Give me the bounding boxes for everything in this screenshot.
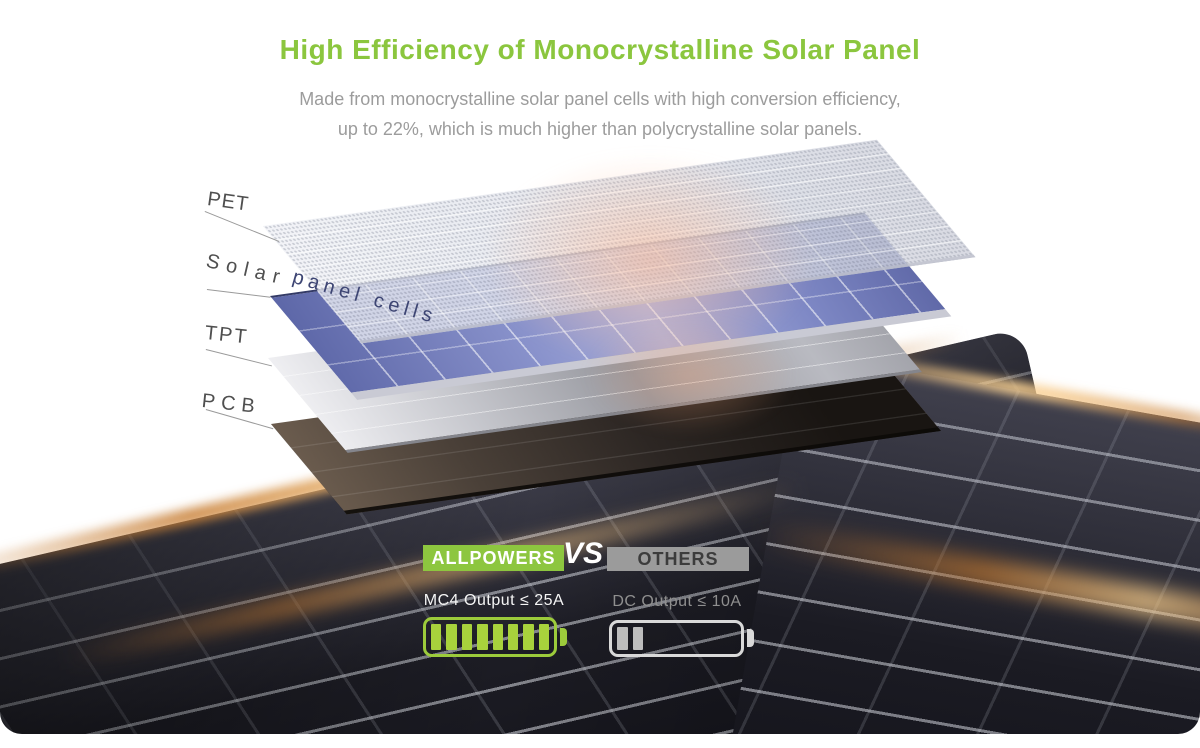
battery-level-icon-others (609, 620, 744, 657)
spec-allpowers-output: MC4 Output ≤ 25A (423, 592, 565, 609)
battery-segment (632, 627, 643, 650)
battery-segment (617, 627, 628, 650)
layer-label-tpt: TPT (203, 322, 250, 349)
battery-segment (726, 627, 737, 650)
battery-segment (648, 627, 659, 650)
vs-label: VS (562, 537, 604, 570)
battery-nub-allpowers (560, 628, 567, 646)
brand-badge-allpowers: ALLPOWERS (423, 545, 564, 571)
battery-segment (507, 624, 519, 650)
battery-segment (446, 624, 457, 650)
spec-others-output: DC Output ≤ 10A (612, 593, 742, 610)
battery-segment (695, 627, 706, 650)
page-title: High Efficiency of Monocrystalline Solar… (279, 34, 921, 65)
battery-level-icon-allpowers (423, 617, 557, 657)
battery-segment (679, 627, 690, 650)
battery-segment (710, 627, 721, 650)
battery-segment (523, 624, 534, 650)
layer-label-solar: Solar (204, 250, 289, 290)
subtitle-line-2: up to 22%, which is much higher than pol… (337, 119, 863, 139)
battery-segment (461, 624, 473, 650)
battery-segment (431, 624, 442, 650)
layer-label-pet: PET (205, 188, 251, 216)
brand-badge-others: OTHERS (607, 547, 749, 571)
battery-nub-others (747, 629, 754, 647)
subtitle-line-1: Made from monocrystalline solar panel ce… (299, 89, 901, 109)
battery-segment (492, 624, 503, 650)
battery-segment (664, 627, 675, 650)
battery-segment (538, 624, 549, 650)
page-subtitle: Made from monocrystalline solar panel ce… (0, 84, 1200, 144)
battery-segment (477, 624, 488, 650)
leader-line-solar-cells (206, 289, 271, 298)
